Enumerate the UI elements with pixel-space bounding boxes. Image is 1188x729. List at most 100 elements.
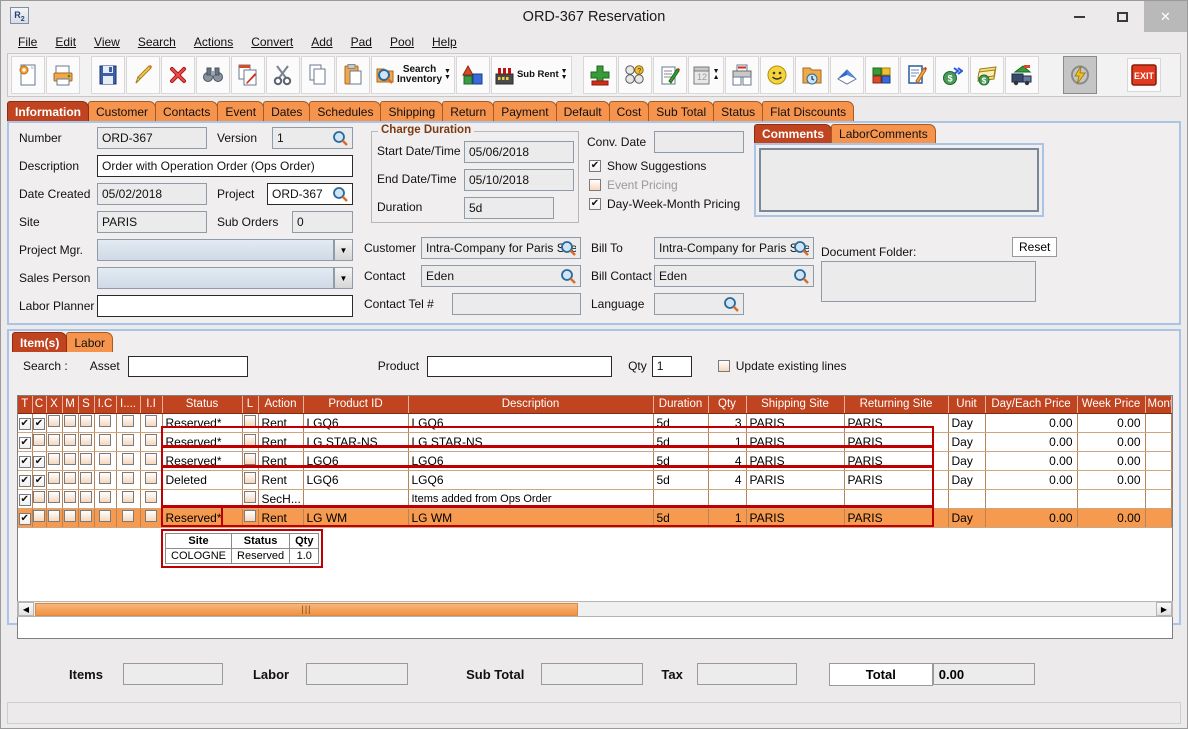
cell-duration[interactable]: 5d	[653, 470, 709, 490]
col-action[interactable]: Action	[258, 396, 304, 414]
minimize-button[interactable]	[1058, 1, 1101, 32]
cell-shipping-site[interactable]: PARIS	[746, 508, 845, 528]
language-search-icon[interactable]	[723, 296, 740, 313]
row-checkbox-m[interactable]	[62, 489, 79, 509]
cell-product-id[interactable]: LGQ6	[303, 413, 409, 433]
row-checkbox-s[interactable]	[78, 489, 95, 509]
cell-unit[interactable]: Day	[948, 470, 986, 490]
tab-event[interactable]: Event	[217, 101, 265, 121]
document-folder-field[interactable]	[821, 261, 1036, 302]
row-checkbox-l[interactable]	[242, 413, 259, 433]
notes-icon[interactable]	[652, 56, 687, 94]
table-row[interactable]: ✔ ✔ Reserved* Rent LGQ6 LGQ6 5d 4 PARIS PARIS Day 0…	[18, 451, 1172, 471]
cell-day-price[interactable]: 0.00	[985, 432, 1078, 452]
table-row[interactable]: ✔ ✔ Deleted Rent LGQ6 LGQ6 5d 4 PARIS PARIS Day 0.0…	[18, 470, 1172, 490]
cell-day-price[interactable]: 0.00	[985, 451, 1078, 471]
cell-month-price[interactable]	[1145, 451, 1172, 471]
cell-status[interactable]: Reserved*	[162, 413, 243, 433]
cell-status[interactable]	[162, 489, 243, 509]
project-search-icon[interactable]	[332, 186, 349, 203]
tab-flat-discounts[interactable]: Flat Discounts	[762, 101, 855, 121]
tab-items[interactable]: Item(s)	[12, 332, 68, 352]
cell-unit[interactable]	[948, 489, 986, 509]
cell-description[interactable]: LG STAR-NS	[408, 432, 654, 452]
cell-shipping-site[interactable]	[746, 489, 845, 509]
bill-contact-search-icon[interactable]	[793, 268, 810, 285]
cell-day-price[interactable]: 0.00	[985, 413, 1078, 433]
row-checkbox-s[interactable]	[78, 413, 95, 433]
col-status[interactable]: Status	[162, 396, 243, 414]
show-suggestions-checkbox[interactable]: ✔ Show Suggestions	[589, 159, 706, 173]
cell-month-price[interactable]	[1145, 413, 1172, 433]
row-checkbox-m[interactable]	[62, 432, 79, 452]
comments-textarea[interactable]	[759, 148, 1039, 212]
new-document-icon[interactable]	[11, 56, 45, 94]
qty-input[interactable]: 1	[651, 355, 692, 377]
col-description[interactable]: Description	[408, 396, 654, 414]
cell-duration[interactable]: 5d	[653, 432, 709, 452]
row-checkbox-i4[interactable]	[116, 470, 141, 490]
row-checkbox-ii[interactable]	[140, 508, 163, 528]
sales-person-field[interactable]	[97, 267, 334, 289]
col-returning-site[interactable]: Returning Site	[844, 396, 949, 414]
tab-cost[interactable]: Cost	[608, 101, 650, 121]
cell-description[interactable]: LG WM	[408, 508, 654, 528]
tab-return[interactable]: Return	[442, 101, 495, 121]
cell-duration[interactable]: 5d	[653, 508, 709, 528]
cell-shipping-site[interactable]: PARIS	[746, 413, 845, 433]
cell-status[interactable]: Deleted	[162, 470, 243, 490]
cases-icon[interactable]	[864, 56, 899, 94]
cell-description[interactable]: LGQ6	[408, 470, 654, 490]
product-input[interactable]	[427, 355, 613, 377]
cell-qty[interactable]: 4	[708, 451, 747, 471]
row-checkbox-t[interactable]: ✔	[18, 508, 33, 528]
cell-day-price[interactable]: 0.00	[985, 470, 1078, 490]
cut-scissors-icon[interactable]	[266, 56, 300, 94]
description-field[interactable]: Order with Operation Order (Ops Order)	[97, 155, 353, 177]
table-row[interactable]: ✔ ✔ Reserved* Rent LGQ6 LGQ6 5d 3 PARIS PARIS Day 0…	[18, 413, 1172, 433]
add-plus-icon[interactable]	[582, 56, 617, 94]
site-field[interactable]: PARIS	[97, 211, 207, 233]
row-checkbox-s[interactable]	[78, 432, 95, 452]
row-checkbox-ic[interactable]	[94, 489, 117, 509]
col-m[interactable]: M	[62, 396, 79, 414]
project-field[interactable]: ORD-367	[267, 183, 353, 205]
row-checkbox-ic[interactable]	[94, 508, 117, 528]
cell-status[interactable]: Reserved*	[162, 432, 243, 452]
tab-shipping[interactable]: Shipping	[380, 101, 444, 121]
availability-icon[interactable]	[455, 56, 490, 94]
cell-day-price[interactable]: 0.00	[985, 508, 1078, 528]
cell-returning-site[interactable]: PARIS	[844, 470, 949, 490]
row-checkbox-x[interactable]	[46, 470, 63, 490]
cell-month-price[interactable]	[1145, 489, 1172, 509]
copy-document-icon[interactable]	[231, 56, 265, 94]
row-checkbox-ii[interactable]	[140, 432, 163, 452]
col-week-price[interactable]: Week Price	[1077, 396, 1146, 414]
row-checkbox-ic[interactable]	[94, 432, 117, 452]
col-month-price[interactable]: Month	[1145, 396, 1172, 414]
cell-shipping-site[interactable]: PARIS	[746, 451, 845, 471]
find-binoculars-icon[interactable]	[196, 56, 230, 94]
truck-icon[interactable]	[829, 56, 864, 94]
tab-contacts[interactable]: Contacts	[155, 101, 219, 121]
cell-product-id[interactable]: LG STAR-NS	[303, 432, 409, 452]
cell-day-price[interactable]	[985, 489, 1078, 509]
contact-search-icon[interactable]	[560, 268, 577, 285]
payment-icon[interactable]: $	[934, 56, 969, 94]
bill-contact-field[interactable]: Eden	[654, 265, 814, 287]
col-ic[interactable]: I.C	[94, 396, 117, 414]
row-checkbox-ii[interactable]	[140, 451, 163, 471]
update-existing-lines-checkbox[interactable]: Update existing lines	[717, 359, 846, 373]
cell-month-price[interactable]	[1145, 470, 1172, 490]
date-created-field[interactable]: 05/02/2018	[97, 183, 207, 205]
menu-add[interactable]: Add	[302, 35, 341, 49]
cell-product-id[interactable]	[303, 489, 409, 509]
print-icon[interactable]	[46, 56, 80, 94]
save-icon[interactable]	[91, 56, 125, 94]
cell-shipping-site[interactable]: PARIS	[746, 470, 845, 490]
cell-action[interactable]: Rent	[258, 508, 304, 528]
menu-search[interactable]: Search	[129, 35, 185, 49]
cell-week-price[interactable]: 0.00	[1077, 470, 1146, 490]
contact-tel-field[interactable]	[452, 293, 581, 315]
customer-field[interactable]: Intra-Company for Paris Site	[421, 237, 581, 259]
